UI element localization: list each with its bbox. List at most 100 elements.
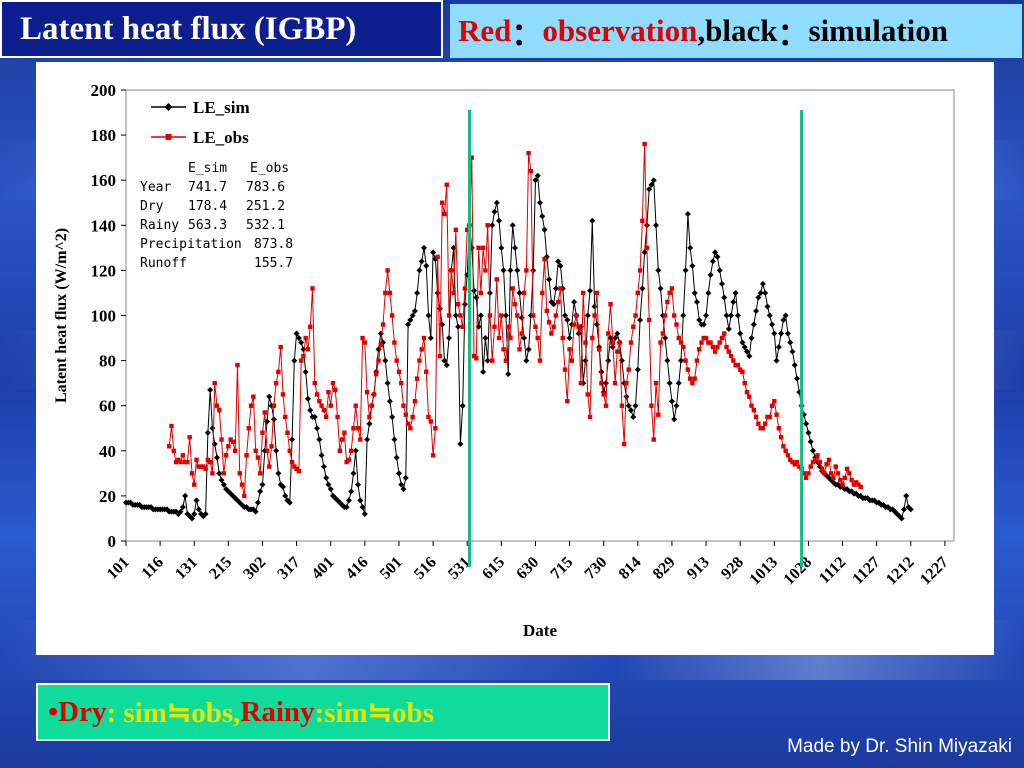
sim-point [471, 287, 478, 294]
sim-point [566, 335, 573, 342]
obs-point [478, 290, 484, 296]
sim-point [273, 447, 280, 454]
sim-point [355, 481, 362, 488]
obs-point [201, 464, 206, 469]
sim-point [493, 199, 500, 206]
sim-point [366, 420, 373, 427]
obs-point [387, 290, 393, 296]
obs-point [410, 414, 415, 420]
obs-point [487, 313, 493, 318]
obs-point [856, 482, 861, 487]
obs-point [555, 299, 561, 305]
x-tick-label: 829 [650, 554, 679, 583]
x-tick-label: 715 [547, 554, 576, 583]
obs-point [546, 320, 552, 325]
obs-point [578, 380, 584, 386]
obs-point [492, 324, 497, 329]
sim-point [496, 217, 503, 224]
obs-point [749, 403, 754, 408]
obs-point [439, 200, 445, 205]
obs-point [330, 380, 336, 386]
sim-point [204, 429, 211, 436]
sim-point [409, 312, 416, 319]
sim-point [750, 321, 757, 328]
sim-point [402, 474, 409, 481]
obs-point [428, 419, 434, 424]
obs-point [530, 313, 536, 318]
obs-point [285, 430, 290, 435]
obs-point [260, 430, 265, 435]
obs-point [772, 398, 777, 404]
obs-point [187, 435, 192, 440]
obs-point [528, 168, 534, 174]
obs-point [283, 414, 288, 420]
annotation-cell: E_obs [250, 161, 289, 176]
sim-point [277, 481, 284, 488]
sim-point [641, 249, 648, 256]
obs-point [781, 444, 786, 449]
obs-point [173, 459, 179, 465]
sim-point [632, 402, 639, 409]
sim-point [270, 416, 277, 423]
sim-point [254, 499, 261, 506]
sim-point [213, 454, 220, 461]
sim-point [407, 317, 414, 324]
obs-point [417, 358, 422, 363]
sim-point [898, 515, 905, 522]
sim-point [737, 330, 744, 337]
sim-point [361, 510, 368, 517]
sim-point [286, 499, 293, 506]
observation-label: observation [542, 13, 698, 48]
obs-point [760, 426, 766, 431]
obs-point [631, 324, 636, 329]
obs-point [214, 403, 220, 408]
sim-point [382, 357, 389, 364]
obs-point [453, 227, 459, 233]
obs-point [669, 286, 675, 291]
x-tick-label: 317 [274, 554, 303, 583]
obs-point [194, 457, 199, 463]
y-tick-label: 140 [91, 216, 117, 235]
obs-point [317, 398, 322, 404]
legend-label: LE_sim [193, 98, 250, 117]
sim-point [707, 271, 714, 278]
obs-point [414, 376, 420, 381]
x-axis-label: Date [523, 621, 557, 640]
obs-point [342, 430, 347, 435]
obs-point [610, 340, 615, 345]
sim-point [721, 294, 728, 301]
obs-point [826, 457, 832, 463]
sim-point [443, 362, 450, 369]
obs-point [383, 290, 388, 296]
obs-point [328, 403, 333, 408]
obs-point [735, 362, 741, 368]
sim-point [218, 477, 225, 484]
obs-point [394, 358, 399, 363]
obs-point [444, 182, 449, 187]
sim-point [782, 312, 789, 319]
obs-point [262, 410, 267, 415]
obs-point [824, 462, 829, 467]
obs-point [424, 369, 429, 375]
obs-point [323, 414, 329, 420]
obs-point [503, 358, 509, 363]
obs-point [228, 437, 233, 442]
sim-point [537, 199, 543, 206]
sim-point [771, 330, 778, 337]
sim-point [434, 289, 441, 296]
obs-point [767, 414, 772, 420]
obs-point [710, 344, 716, 350]
sim-point [775, 344, 782, 351]
sim-point [530, 267, 537, 274]
obs-point [692, 376, 697, 381]
sim-point [700, 321, 707, 328]
sim-point [769, 321, 776, 328]
obs-point [569, 358, 575, 363]
obs-point [358, 437, 363, 442]
obs-point [706, 340, 711, 345]
sim-point [602, 380, 609, 387]
x-tick-label: 1212 [883, 554, 918, 589]
obs-point [207, 459, 213, 465]
obs-point [822, 471, 827, 476]
obs-point [296, 468, 302, 474]
